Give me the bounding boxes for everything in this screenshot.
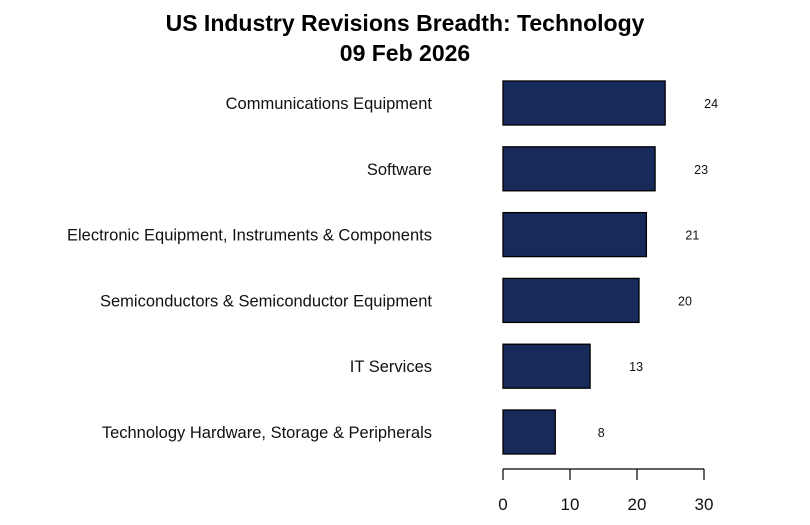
bar: [502, 343, 591, 389]
category-label: Technology Hardware, Storage & Periphera…: [102, 424, 432, 442]
x-tick-label: 10: [561, 495, 580, 514]
bar: [502, 277, 640, 324]
category-label: Communications Equipment: [226, 95, 433, 113]
category-label: Semiconductors & Semiconductor Equipment: [100, 292, 432, 310]
category-label: IT Services: [350, 358, 432, 376]
chart-title: US Industry Revisions Breadth: Technolog…: [166, 10, 645, 36]
value-label: 8: [598, 426, 605, 440]
value-label: 13: [629, 360, 643, 374]
chart-subtitle: 09 Feb 2026: [340, 40, 470, 66]
category-label: Electronic Equipment, Instruments & Comp…: [67, 227, 432, 245]
x-tick-label: 30: [695, 495, 714, 514]
bar: [502, 146, 656, 192]
category-label: Software: [367, 161, 432, 179]
x-axis: 0 10 20 30: [498, 468, 714, 514]
bars-group: Communications Equipment 24 Software 23 Elec…: [67, 80, 718, 455]
value-label: 23: [694, 163, 708, 177]
value-label: 21: [685, 229, 699, 243]
bar: [502, 409, 556, 455]
x-tick-label: 0: [498, 495, 507, 514]
value-label: 20: [678, 294, 692, 308]
x-tick-label: 20: [628, 495, 647, 514]
bar: [502, 211, 648, 258]
value-label: 24: [704, 97, 718, 111]
bar: [502, 80, 666, 126]
